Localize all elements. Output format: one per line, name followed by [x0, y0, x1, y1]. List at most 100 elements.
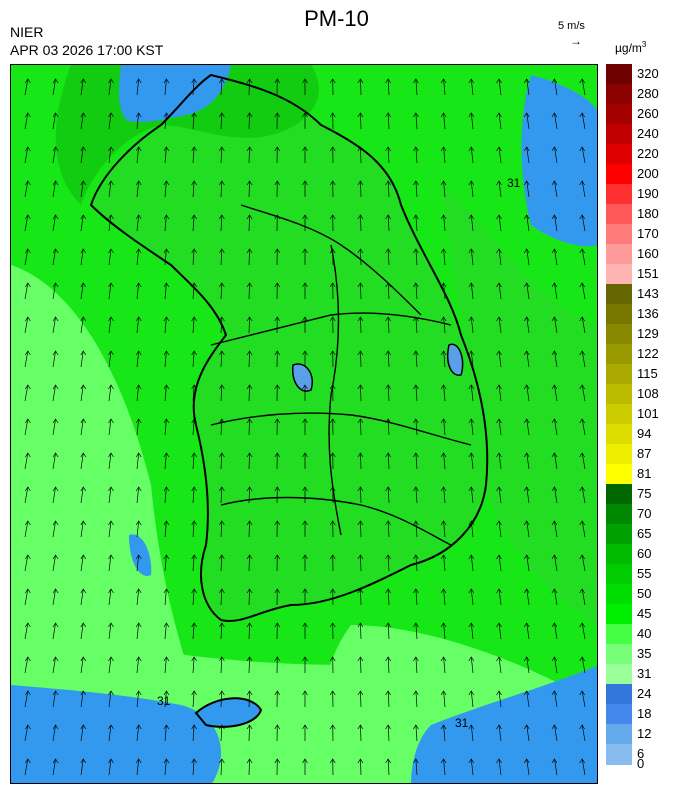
wind-arrowhead	[25, 316, 31, 322]
wind-arrowhead	[468, 384, 475, 390]
wind-arrow	[581, 78, 586, 96]
wind-arrow	[498, 316, 502, 334]
wind-arrow	[24, 384, 29, 402]
wind-arrow	[52, 146, 56, 164]
wind-arrowhead	[413, 452, 419, 458]
legend-swatch	[606, 344, 632, 365]
wind-arrowhead	[523, 452, 530, 458]
wind-arrowhead	[80, 758, 87, 764]
wind-arrow	[52, 248, 56, 266]
wind-arrowhead	[385, 656, 391, 662]
wind-arrowhead	[385, 418, 391, 424]
legend-swatch	[606, 104, 632, 125]
wind-arrowhead	[329, 384, 336, 390]
wind-arrow	[248, 112, 250, 130]
wind-arrow	[498, 112, 502, 130]
wind-arrowhead	[579, 384, 585, 390]
wind-arrowhead	[551, 316, 558, 322]
wind-arrow	[52, 724, 56, 742]
wind-arrow	[415, 554, 418, 572]
wind-arrowhead	[135, 316, 142, 322]
wind-arrowhead	[52, 452, 59, 458]
wind-arrow	[220, 282, 223, 300]
wind-arrowhead	[274, 418, 281, 424]
wind-arrow	[164, 78, 167, 96]
wind-arrow	[387, 690, 390, 708]
wind-arrow	[415, 452, 418, 470]
wind-arrow	[554, 282, 558, 300]
wind-arrowhead	[579, 690, 585, 696]
wind-arrow	[24, 248, 29, 266]
legend-tick-label: 70	[637, 506, 652, 521]
wind-arrowhead	[551, 180, 558, 186]
wind-arrowhead	[52, 588, 59, 594]
wind-arrow	[498, 724, 502, 742]
wind-arrowhead	[80, 520, 87, 526]
wind-arrow	[220, 384, 223, 402]
wind-arrowhead	[108, 180, 114, 186]
wind-arrow	[80, 520, 84, 538]
wind-arrow	[80, 112, 84, 130]
clean-air-northeast	[521, 75, 597, 247]
wind-arrowhead	[163, 112, 170, 118]
wind-arrow	[526, 248, 530, 266]
wind-arrowhead	[246, 520, 253, 526]
wind-arrow	[52, 282, 56, 300]
wind-arrowhead	[80, 418, 87, 424]
wind-arrowhead	[496, 656, 502, 662]
wind-arrowhead	[413, 112, 419, 118]
wind-arrow	[24, 758, 29, 776]
wind-arrow	[470, 690, 474, 708]
wind-arrow	[192, 78, 195, 96]
wind-arrow	[443, 758, 446, 776]
wind-arrow	[24, 78, 29, 96]
wind-arrowhead	[52, 520, 59, 526]
wind-arrowhead	[219, 146, 225, 152]
wind-arrow	[581, 214, 586, 232]
wind-arrow	[387, 248, 390, 266]
wind-arrowhead	[357, 384, 364, 390]
wind-arrow	[136, 724, 140, 742]
wind-arrowhead	[163, 656, 170, 662]
wind-arrowhead	[523, 384, 530, 390]
wind-arrowhead	[579, 622, 585, 628]
wind-arrowhead	[302, 554, 308, 560]
inland-lake	[292, 363, 313, 392]
wind-arrow	[581, 486, 586, 504]
wind-arrowhead	[302, 520, 308, 526]
wind-arrow	[136, 384, 140, 402]
wind-arrowhead	[440, 384, 447, 390]
wind-arrowhead	[385, 180, 391, 186]
wind-arrow	[52, 656, 56, 674]
wind-arrowhead	[246, 486, 253, 492]
wind-arrow	[136, 146, 140, 164]
wind-arrowhead	[329, 78, 336, 84]
wind-arrowhead	[246, 418, 253, 424]
wind-arrowhead	[329, 690, 336, 696]
wind-arrowhead	[440, 452, 447, 458]
wind-arrow	[52, 316, 56, 334]
wind-arrow	[136, 520, 140, 538]
wind-arrow	[554, 248, 558, 266]
wind-arrow	[164, 146, 167, 164]
wind-arrowhead	[163, 520, 170, 526]
wind-arrow	[80, 486, 84, 504]
wind-arrow	[498, 554, 502, 572]
wind-arrowhead	[108, 214, 114, 220]
wind-arrow	[360, 690, 362, 708]
contour-label: 31	[157, 694, 171, 708]
wind-arrowhead	[302, 214, 308, 220]
wind-arrow	[443, 146, 446, 164]
legend-swatch	[606, 404, 632, 425]
wind-arrow	[415, 758, 418, 776]
wind-arrow	[581, 690, 586, 708]
pm10-map: 31 31 31	[10, 64, 598, 784]
wind-arrow	[52, 554, 56, 572]
wind-arrow	[24, 656, 29, 674]
wind-arrowhead	[302, 690, 308, 696]
wind-arrow	[108, 588, 112, 606]
wind-arrowhead	[52, 724, 59, 730]
wind-arrowhead	[108, 384, 114, 390]
wind-arrow	[108, 146, 112, 164]
wind-arrow	[164, 588, 167, 606]
